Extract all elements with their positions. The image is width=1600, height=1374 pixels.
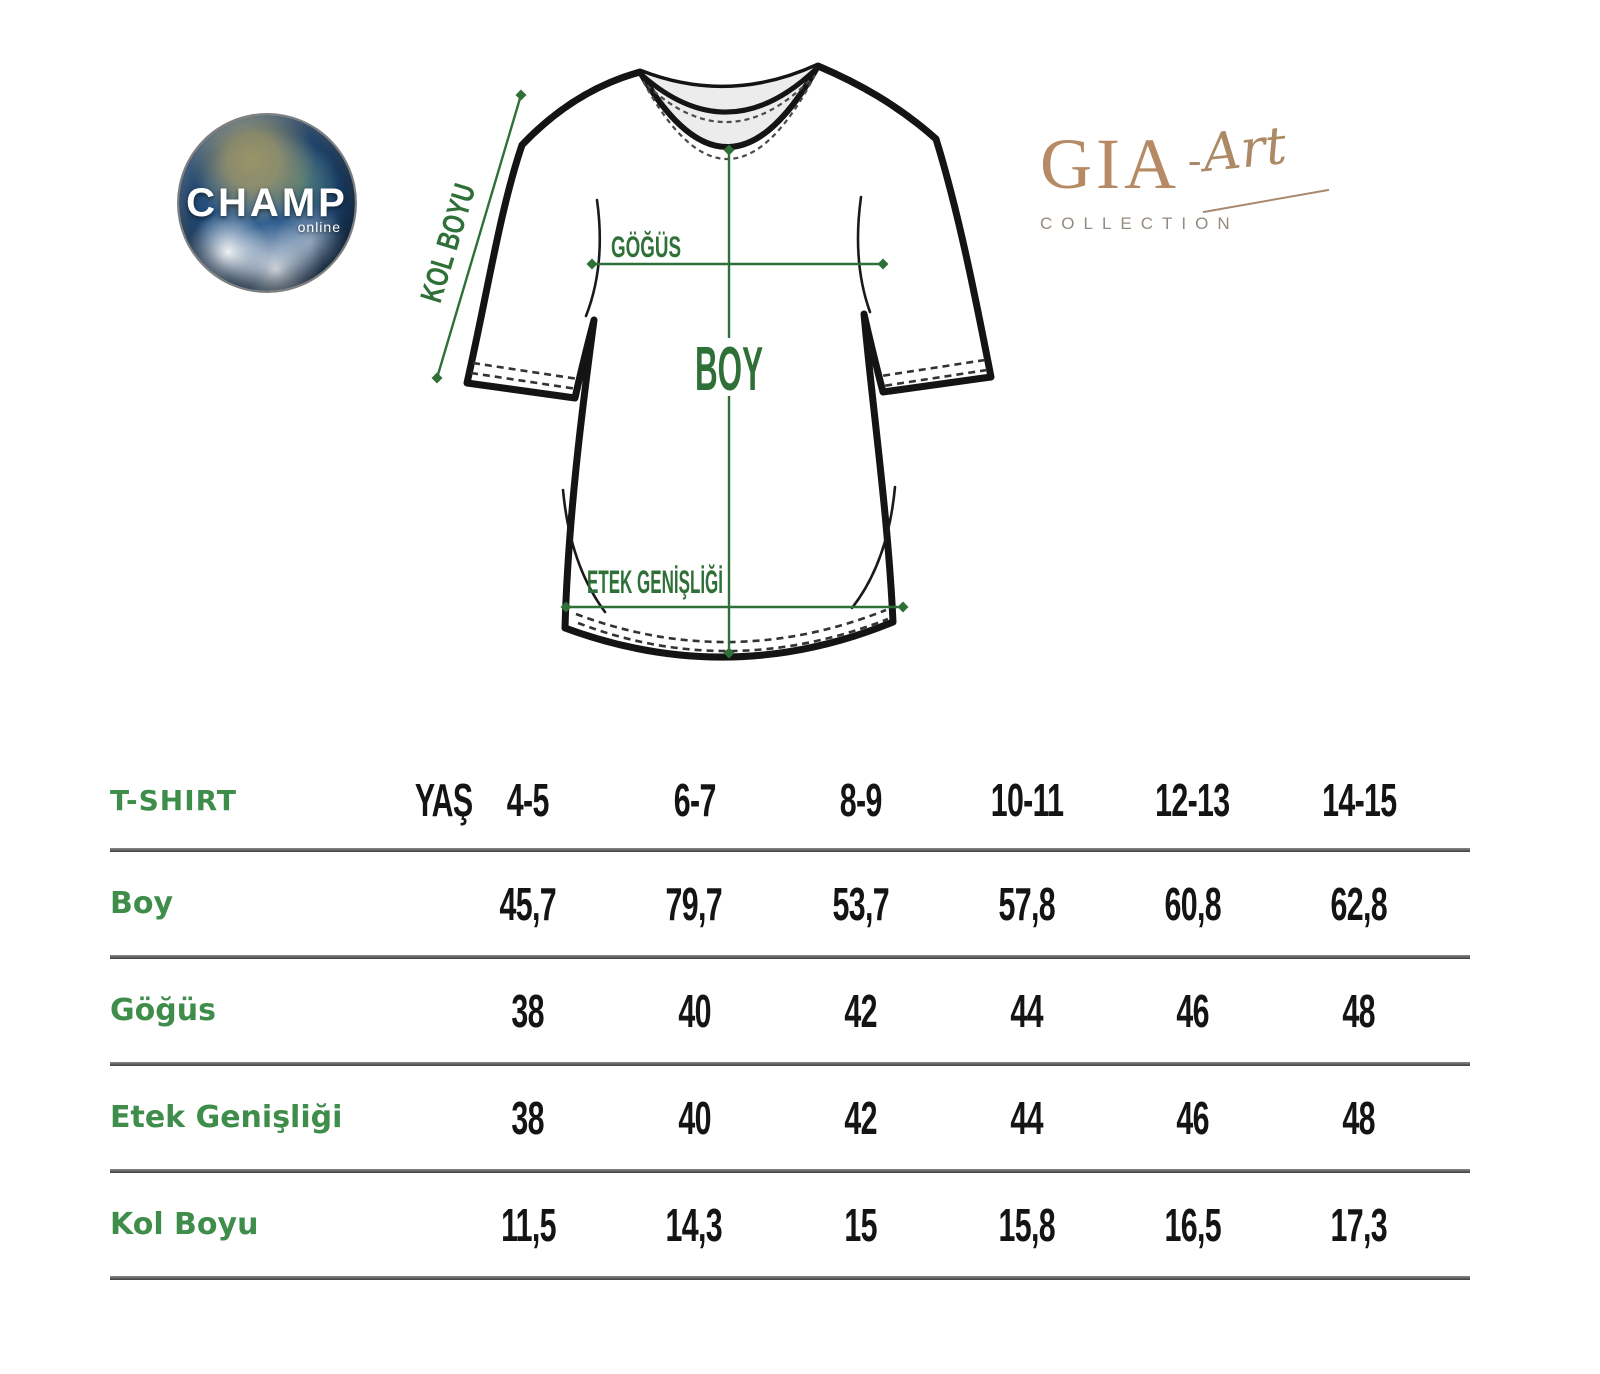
- table-divider: [110, 1276, 1470, 1280]
- table-cell: 14,3: [666, 1198, 723, 1251]
- column-header: 8-9: [839, 774, 882, 826]
- table-cell: 53,7: [832, 877, 889, 930]
- right-sleeve-stitch: [880, 358, 988, 388]
- table-header-row: T-SHIRT YAŞ 4-5 6-7 8-9 10-11 12-13 14-1…: [110, 752, 1470, 848]
- table-cell: 60,8: [1164, 877, 1222, 930]
- table-cell: 15,8: [998, 1198, 1055, 1251]
- table-cell: 62,8: [1330, 877, 1388, 930]
- chest-label: GÖĞÜS: [611, 230, 681, 264]
- table-divider: [110, 1062, 1470, 1066]
- gia-logo-title: GIA: [1040, 124, 1180, 204]
- age-header: YAŞ: [414, 774, 473, 826]
- table-row-boy: Boy 45,7 79,7 53,7 57,8 60,8 62,8: [110, 852, 1470, 955]
- table-cell: 45,7: [499, 877, 557, 930]
- sleeve-label: KOL BOYU: [413, 179, 482, 306]
- column-header: 14-15: [1321, 774, 1397, 826]
- table-cell: 48: [1342, 1091, 1376, 1144]
- champ-logo-title: CHAMP: [186, 181, 348, 225]
- table-cell: 40: [678, 984, 711, 1037]
- gia-logo-dash: -: [1187, 137, 1202, 182]
- hem-label: ETEK GENİŞLİĞİ: [587, 564, 723, 600]
- row-label: Etek Genişliği: [110, 1100, 343, 1135]
- measure-endpoints: [431, 89, 909, 659]
- row-label: Kol Boyu: [110, 1207, 259, 1242]
- length-label-backing: [698, 338, 760, 396]
- fold-lines: [561, 195, 897, 614]
- table-cell: 48: [1342, 984, 1376, 1037]
- length-label: BOY: [695, 335, 763, 404]
- tshirt-measurement-diagram: GÖĞÜS BOY KOL BOYU ETEK GENİŞLİĞİ: [413, 62, 995, 661]
- table-cell: 57,8: [998, 877, 1055, 930]
- table-divider: [110, 955, 1470, 959]
- sleeve-measure-line: [435, 94, 523, 379]
- column-header: 6-7: [673, 774, 716, 826]
- table-row-gogus: Göğüs 38 40 42 44 46 48: [110, 959, 1470, 1062]
- size-table: T-SHIRT YAŞ 4-5 6-7 8-9 10-11 12-13 14-1…: [110, 752, 1470, 1280]
- column-header: 10-11: [990, 774, 1063, 826]
- gia-logo-subtitle: COLLECTION: [1040, 214, 1239, 233]
- table-cell: 17,3: [1330, 1198, 1388, 1251]
- table-cell: 40: [678, 1091, 711, 1144]
- table-cell: 42: [844, 1091, 877, 1144]
- table-cell: 42: [844, 984, 877, 1037]
- champ-logo-subtitle: online: [297, 219, 341, 235]
- left-sleeve-stitch: [470, 361, 579, 391]
- table-cell: 44: [1010, 1091, 1043, 1144]
- table-cell: 11,5: [500, 1198, 556, 1251]
- table-row-kol-boyu: Kol Boyu 11,5 14,3 15 15,8 16,5 17,3: [110, 1173, 1470, 1276]
- gia-logo-line: GIA - Art: [1040, 116, 1340, 204]
- table-title: T-SHIRT: [110, 783, 238, 817]
- table-cell: 44: [1010, 984, 1043, 1037]
- gia-logo-script: Art: [1200, 115, 1290, 185]
- table-cell: 38: [511, 984, 545, 1037]
- table-divider: [110, 848, 1470, 852]
- table-divider: [110, 1169, 1470, 1173]
- table-cell: 46: [1176, 984, 1210, 1037]
- measurement-lines: [435, 94, 903, 653]
- row-label: Göğüs: [110, 993, 216, 1028]
- column-header: 4-5: [507, 774, 550, 826]
- table-cell: 38: [511, 1091, 545, 1144]
- table-cell: 15: [844, 1198, 877, 1251]
- table-row-etek-genisligi: Etek Genişliği 38 40 42 44 46 48: [110, 1066, 1470, 1169]
- collar-band-seam: [641, 68, 817, 115]
- table-cell: 16,5: [1164, 1198, 1222, 1251]
- collar-stitch-upper: [646, 78, 812, 124]
- gia-art-logo: GIA - Art COLLECTION: [1040, 116, 1340, 234]
- table-cell: 46: [1176, 1091, 1210, 1144]
- table-header-first-cell: T-SHIRT YAŞ: [110, 773, 473, 827]
- champ-earth-logo: CHAMP online: [179, 115, 355, 291]
- row-label: Boy: [110, 886, 174, 921]
- column-header: 12-13: [1155, 774, 1231, 826]
- table-cell: 79,7: [666, 877, 723, 930]
